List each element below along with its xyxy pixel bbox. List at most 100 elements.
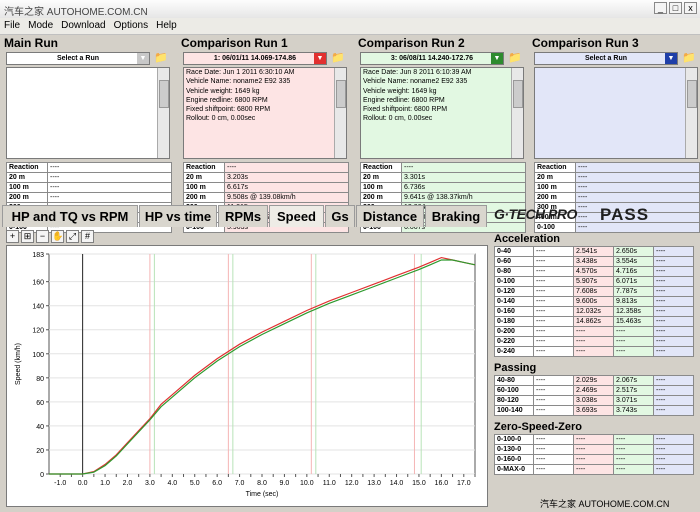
- stat-value: 7.608s: [573, 286, 614, 297]
- table-row: Reaction ----: [360, 162, 526, 173]
- run-select[interactable]: Select a Run ▼: [6, 52, 150, 65]
- stat-value: ----: [653, 276, 694, 287]
- run-info-scrollbar[interactable]: [334, 68, 346, 158]
- close-button[interactable]: x: [684, 2, 697, 14]
- result-label: 200 m: [360, 192, 402, 203]
- x-tick-label: 7.0: [235, 480, 245, 487]
- menu-help[interactable]: Help: [156, 20, 177, 31]
- stat-value: ----: [653, 405, 694, 416]
- result-label: 200 m: [183, 192, 225, 203]
- table-row: 100 m ----: [534, 182, 700, 193]
- run-info-scrollbar[interactable]: [157, 68, 169, 158]
- menu-download[interactable]: Download: [61, 20, 106, 31]
- tab-gs[interactable]: Gs: [325, 205, 355, 227]
- stat-label: 0-120: [494, 286, 534, 297]
- zoom-out-icon[interactable]: −: [36, 230, 49, 243]
- tab-rpms[interactable]: RPMs: [218, 205, 268, 227]
- chevron-down-icon[interactable]: ▼: [491, 53, 503, 64]
- window-title: 汽车之家 AUTOHOME.COM.CN: [4, 7, 148, 18]
- chevron-down-icon[interactable]: ▼: [665, 53, 677, 64]
- result-label: Reaction: [6, 162, 48, 173]
- stat-value: ----: [653, 454, 694, 465]
- stat-value: 2.541s: [573, 246, 614, 257]
- run-select[interactable]: Select a Run ▼: [534, 52, 678, 65]
- stat-label: 0-MAX-0: [494, 464, 534, 475]
- stat-value: 6.071s: [613, 276, 654, 287]
- stat-value: ----: [533, 286, 574, 297]
- stat-value: 3.554s: [613, 256, 654, 267]
- tab-hp-vs-time[interactable]: HP vs time: [139, 205, 217, 227]
- table-row: 200 m ----: [534, 192, 700, 203]
- stat-value: 3.743s: [613, 405, 654, 416]
- stat-value: ----: [573, 444, 614, 455]
- stat-value: ----: [653, 326, 694, 337]
- x-tick-label: 17.0: [457, 480, 471, 487]
- run-title: Comparison Run 2: [358, 36, 465, 50]
- maximize-button[interactable]: □: [669, 2, 682, 14]
- y-tick-label: 100: [32, 352, 44, 359]
- table-row: 200 m ----: [6, 192, 172, 203]
- stat-value: ----: [653, 395, 694, 406]
- tab-braking[interactable]: Braking: [425, 205, 487, 227]
- run-info-line: Vehicle Name: noname2 E92 335: [186, 78, 291, 86]
- run-select[interactable]: 1: 06/01/11 14.069-174.86 ▼: [183, 52, 327, 65]
- tab-distance[interactable]: Distance: [356, 205, 424, 227]
- minimize-button[interactable]: _: [654, 2, 667, 14]
- folder-icon[interactable]: 📁: [331, 52, 345, 64]
- zoom-box-icon[interactable]: ⊞: [21, 230, 34, 243]
- stat-label: 80-120: [494, 395, 534, 406]
- stat-value: ----: [653, 336, 694, 347]
- menu-file[interactable]: File: [4, 20, 21, 31]
- folder-icon[interactable]: 📁: [154, 52, 168, 64]
- pan-hand-icon[interactable]: ✋: [51, 230, 64, 243]
- stat-value: ----: [653, 306, 694, 317]
- table-row: 0-220 ---- ---- ---- ----: [494, 336, 694, 347]
- zero-speed-zero-table: 0-100-0 ---- ---- ---- ---- 0-130-0 ---- ---- --…: [494, 434, 694, 475]
- stat-label: 0-140: [494, 296, 534, 307]
- result-label: 100 m: [534, 182, 576, 193]
- stat-value: ----: [533, 395, 574, 406]
- fit-view-icon[interactable]: ⤢: [66, 230, 79, 243]
- stat-value: 3.693s: [573, 405, 614, 416]
- stat-value: ----: [613, 326, 654, 337]
- run-panel-0: Main Run Select a Run ▼ 📁 Reaction ---- 20 m --…: [4, 36, 176, 233]
- stat-label: 0-80: [494, 266, 534, 277]
- folder-icon[interactable]: 📁: [682, 52, 696, 64]
- table-row: 0-40 ---- 2.541s 2.650s ----: [494, 246, 694, 257]
- tab-hp-tq-vs-rpm[interactable]: HP and TQ vs RPM: [2, 205, 138, 227]
- grid-toggle-icon[interactable]: #: [81, 230, 94, 243]
- stat-value: 15.463s: [613, 316, 654, 327]
- run-results-table: Reaction----20 m----100 m----200 m----30…: [534, 162, 700, 233]
- stat-label: 0-100: [494, 276, 534, 287]
- zoom-in-icon[interactable]: +: [6, 230, 19, 243]
- table-row: 100 m 6.736s: [360, 182, 526, 193]
- tab-speed[interactable]: Speed: [269, 205, 324, 227]
- x-tick-label: 6.0: [212, 480, 222, 487]
- folder-icon[interactable]: 📁: [508, 52, 522, 64]
- chevron-down-icon[interactable]: ▼: [314, 53, 326, 64]
- stat-value: ----: [653, 246, 694, 257]
- stat-value: ----: [533, 434, 574, 445]
- speed-series-line-1: [49, 259, 476, 475]
- run-info-scrollbar[interactable]: [685, 68, 697, 158]
- run-panel-1: Comparison Run 1 1: 06/01/11 14.069-174.8…: [181, 36, 353, 233]
- result-value: ----: [401, 162, 526, 173]
- stat-value: ----: [533, 464, 574, 475]
- chevron-down-icon[interactable]: ▼: [137, 53, 149, 64]
- table-row: 40-80 ---- 2.029s 2.067s ----: [494, 375, 694, 386]
- stat-value: ----: [573, 454, 614, 465]
- result-value: ----: [575, 182, 700, 193]
- stat-value: ----: [533, 336, 574, 347]
- table-row: 20 m ----: [534, 172, 700, 183]
- x-tick-label: -1.0: [54, 480, 66, 487]
- menu-mode[interactable]: Mode: [28, 20, 54, 31]
- run-info-scrollbar[interactable]: [511, 68, 523, 158]
- menu-options[interactable]: Options: [113, 20, 149, 31]
- stat-label: 0-40: [494, 246, 534, 257]
- speed-chart[interactable]: 0 20 40 60 80 100 120 140 160 183 -1.0 0.0 1.0 2.0 3.0…: [6, 245, 488, 507]
- run-select-value: 1: 06/01/11 14.069-174.86: [213, 55, 297, 62]
- run-info-box: [534, 67, 698, 159]
- run-select[interactable]: 3: 06/08/11 14.240-172.76 ▼: [360, 52, 504, 65]
- stat-label: 100-140: [494, 405, 534, 416]
- y-tick-label: 120: [32, 328, 44, 335]
